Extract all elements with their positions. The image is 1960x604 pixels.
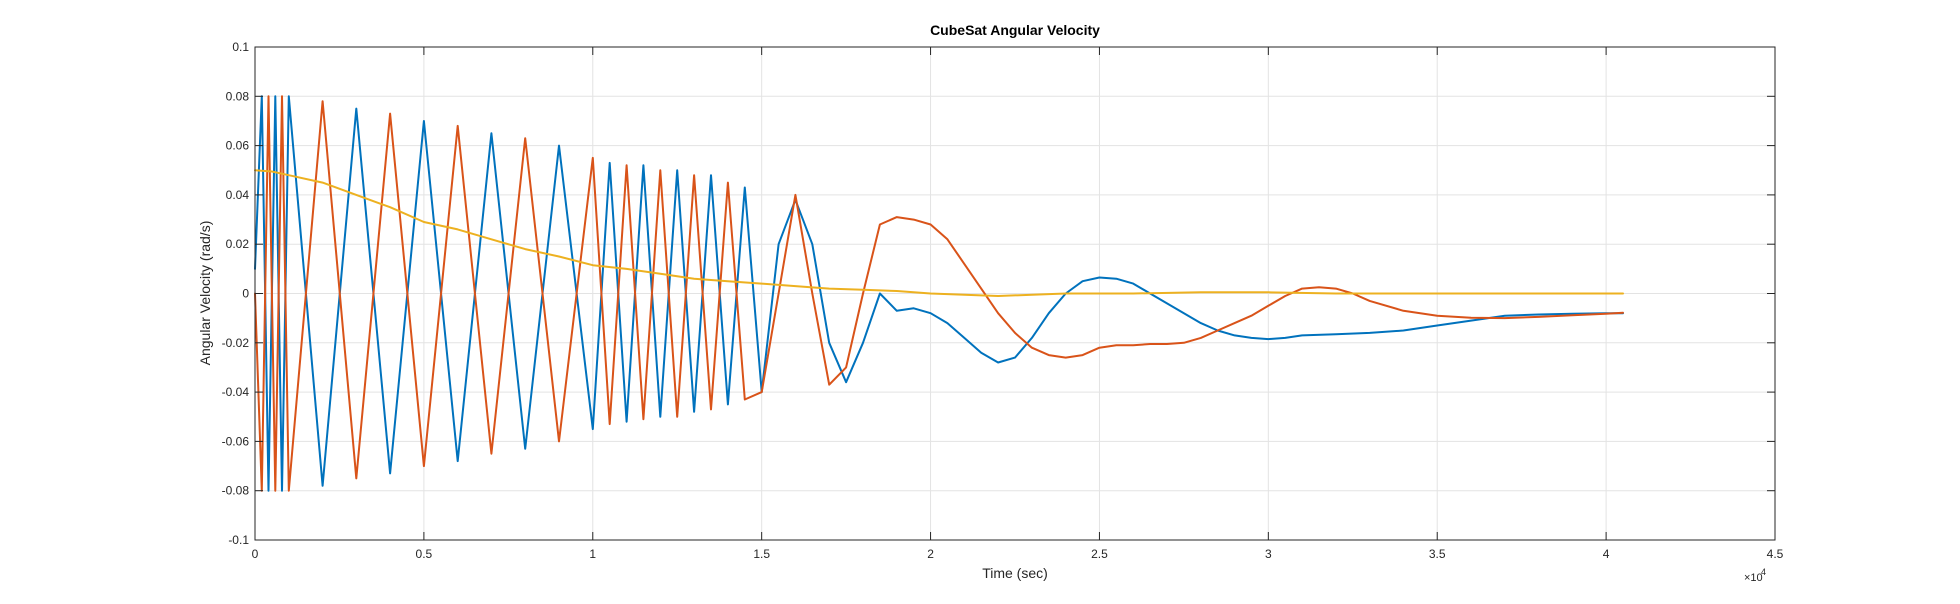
x-tick-labels: 0 0.5 1 1.5 2 2.5 3 3.5 4 4.5 [252, 547, 1784, 561]
y-tick-label: 0.08 [226, 89, 250, 103]
series-line-3 [254, 169, 1624, 297]
y-tick-label: -0.08 [222, 484, 250, 498]
x-axis-label: Time (sec) [982, 565, 1048, 581]
y-tick-label: -0.1 [228, 533, 249, 547]
x-tick-label: 3 [1265, 547, 1272, 561]
y-axis-label: Angular Velocity (rad/s) [197, 221, 213, 366]
y-tick-label: 0.1 [232, 40, 249, 54]
y-tick-labels: -0.1 -0.08 -0.06 -0.04 -0.02 0 0.02 0.04 0.06 0.0… [222, 40, 250, 547]
x-exponent-power: 4 [1761, 567, 1766, 577]
series-lines [254, 95, 1624, 492]
x-tick-label: 3.5 [1429, 547, 1446, 561]
y-tick-label: 0.06 [226, 139, 250, 153]
x-tick-label: 2.5 [1091, 547, 1108, 561]
ticks [254, 46, 1776, 541]
y-tick-label: 0.04 [226, 188, 250, 202]
x-exponent-base: ×10 [1744, 572, 1763, 584]
x-tick-label: 4 [1603, 547, 1610, 561]
x-tick-label: 0 [252, 547, 259, 561]
y-tick-label: -0.04 [222, 385, 250, 399]
y-tick-label: -0.02 [222, 336, 250, 350]
series-line-1 [254, 95, 1624, 492]
x-tick-label: 1 [589, 547, 596, 561]
y-tick-label: -0.06 [222, 434, 250, 448]
x-tick-label: 0.5 [416, 547, 433, 561]
y-tick-label: 0 [242, 287, 249, 301]
x-tick-label: 1.5 [753, 547, 770, 561]
x-tick-label: 4.5 [1767, 547, 1784, 561]
x-tick-label: 2 [927, 547, 934, 561]
series-line-2 [254, 95, 1624, 492]
chart-title: CubeSat Angular Velocity [930, 22, 1100, 38]
y-tick-label: 0.02 [226, 237, 250, 251]
